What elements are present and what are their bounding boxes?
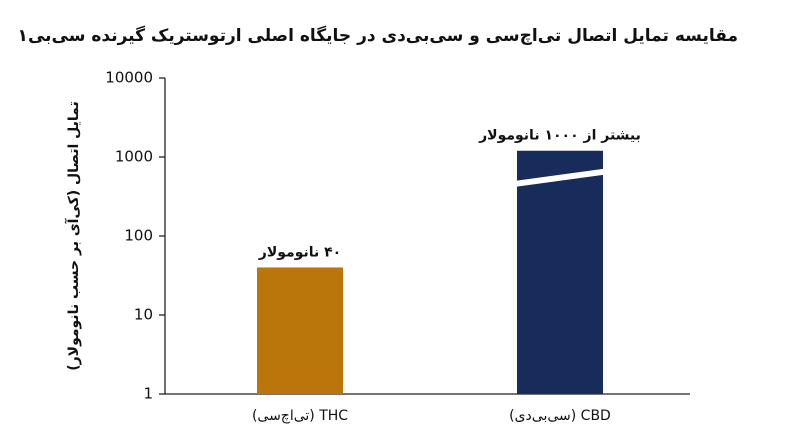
y-tick-label: 1 xyxy=(143,385,153,403)
chart-title: مقایسه تمایل اتصال تی‌اچ‌سی و سی‌بی‌دی د… xyxy=(18,25,738,46)
y-tick-label: 10 xyxy=(134,306,153,324)
y-tick-label: 100 xyxy=(124,227,153,245)
y-tick-label: 10000 xyxy=(105,69,153,87)
y-tick-label: 1000 xyxy=(115,148,153,166)
value-label: ۴۰ نانومولار xyxy=(258,244,341,260)
value-label: بیشتر از ۱۰۰۰ نانومولار xyxy=(478,128,641,144)
x-tick-label: THC (تی‌اچ‌سی) xyxy=(252,408,348,424)
bar xyxy=(257,267,343,394)
x-tick-label: CBD (سی‌بی‌دی) xyxy=(509,408,611,424)
y-axis-label: تمایل اتصال (کی‌آی بر حسب نانومولار) xyxy=(64,101,82,371)
bar xyxy=(517,150,603,394)
axis-break xyxy=(516,168,604,187)
